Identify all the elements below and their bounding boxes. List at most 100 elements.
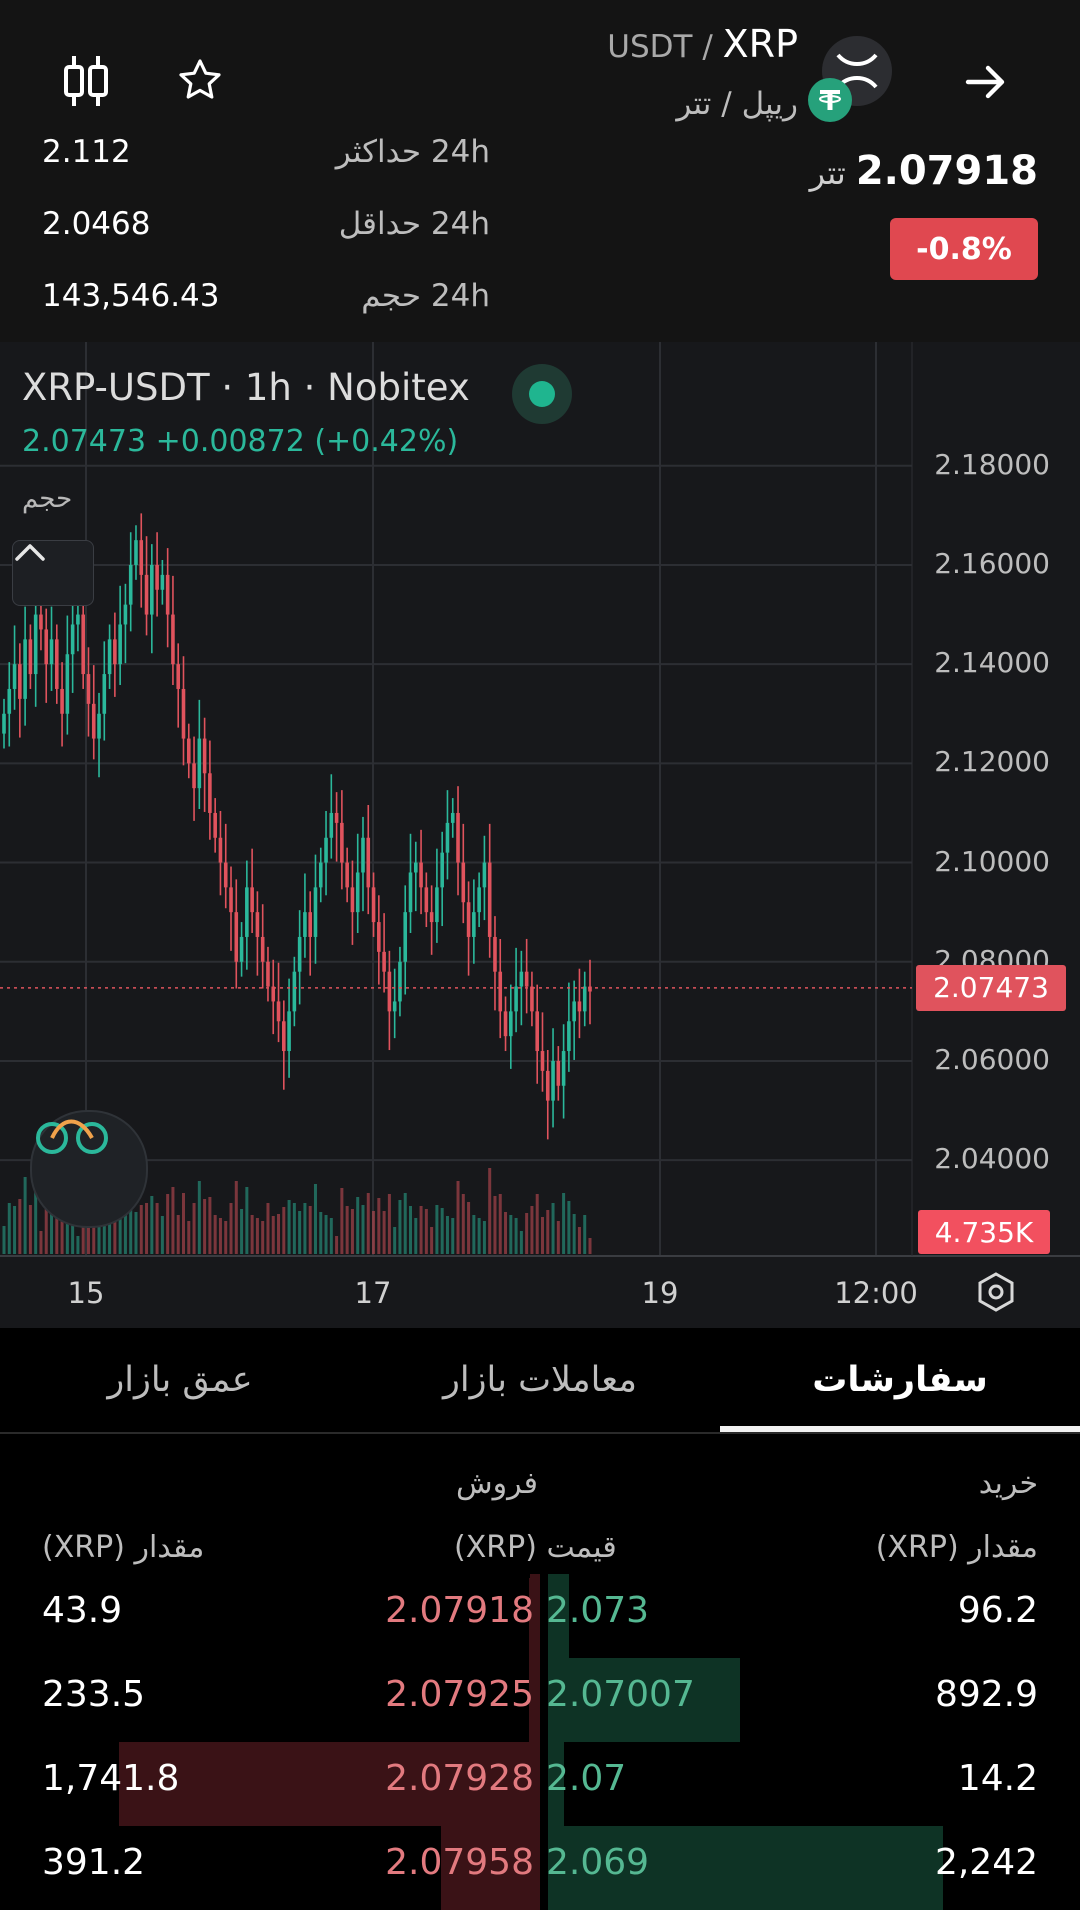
candle-body	[498, 971, 503, 1012]
candle-body	[477, 887, 481, 913]
volume-bar	[7, 1203, 11, 1254]
candle-body	[429, 912, 434, 923]
sell-price[interactable]: 2.07918	[385, 1590, 534, 1631]
chart-canvas[interactable]	[0, 342, 1080, 1328]
volume-bar	[134, 1212, 138, 1254]
candle-body	[572, 1001, 576, 1022]
volume-bar	[155, 1203, 159, 1254]
tab-orders[interactable]: سفارشات	[812, 1360, 988, 1400]
candle-body	[313, 887, 318, 937]
candle-body	[165, 574, 170, 615]
candle-body	[81, 614, 85, 675]
volume-bar	[250, 1215, 254, 1254]
candle-body	[12, 664, 17, 689]
candle-body	[371, 887, 376, 923]
volume-bar	[298, 1211, 302, 1254]
volume-bar	[498, 1194, 502, 1254]
candle-body	[97, 713, 101, 739]
orderbook-row[interactable]: 43.9 2.07918 2.073 96.2	[0, 1574, 1080, 1658]
candle-body	[76, 614, 80, 625]
volume-bar	[577, 1227, 581, 1254]
tab-bar: سفارشات معاملات بازار عمق بازار	[0, 1328, 1080, 1434]
candle-body	[524, 971, 529, 987]
candle-body	[308, 912, 312, 937]
sell-amount: 391.2	[42, 1842, 146, 1883]
buy-price[interactable]: 2.07007	[546, 1674, 695, 1715]
tab-market-depth[interactable]: عمق بازار	[107, 1360, 253, 1400]
chart-settings-hexagon-icon[interactable]	[974, 1270, 1018, 1314]
candle-body	[223, 862, 228, 888]
buy-price[interactable]: 2.073	[546, 1590, 650, 1631]
volume-bar	[266, 1203, 270, 1254]
candle-body	[340, 822, 344, 863]
tradingview-logo-icon[interactable]	[30, 1110, 148, 1228]
candle-body	[350, 887, 355, 913]
sell-price[interactable]: 2.07925	[385, 1674, 534, 1715]
volume-bar	[377, 1198, 381, 1254]
candle-body	[150, 564, 154, 615]
candle-body	[107, 639, 112, 675]
volume-bar	[102, 1200, 106, 1254]
sell-header: فروش	[456, 1466, 539, 1501]
candle-body	[366, 837, 371, 888]
buy-depth-bar	[548, 1658, 740, 1742]
candlestick-icon[interactable]	[56, 48, 116, 114]
volume-bar	[197, 1181, 201, 1254]
orderbook-row[interactable]: 1,741.8 2.07928 2.07 14.2	[0, 1742, 1080, 1826]
stat-low-value: 2.0468	[42, 206, 151, 242]
volume-bar	[350, 1209, 354, 1254]
volume-bar	[329, 1218, 333, 1254]
candle-body	[582, 986, 587, 1012]
candle-body	[450, 812, 455, 823]
pair-subtitle: ریپل / تتر	[676, 86, 798, 122]
volume-bar	[203, 1199, 207, 1254]
candle-body	[91, 703, 96, 739]
candle-body	[361, 837, 365, 873]
candle-body	[567, 1021, 571, 1052]
sell-price[interactable]: 2.07958	[385, 1842, 534, 1883]
candle-body	[181, 688, 186, 739]
volume-bar	[118, 1188, 122, 1254]
orderbook-row[interactable]: 233.5 2.07925 2.07007 892.9	[0, 1658, 1080, 1742]
volume-bar	[583, 1215, 587, 1254]
candle-body	[535, 1011, 540, 1052]
volume-bar	[287, 1200, 291, 1254]
buy-price[interactable]: 2.069	[546, 1842, 650, 1883]
tab-market-trades[interactable]: معاملات بازار	[443, 1360, 637, 1400]
candle-body	[202, 738, 207, 774]
candle-body	[292, 971, 297, 1012]
candle-body	[234, 912, 239, 962]
volume-bar	[482, 1221, 486, 1254]
volume-bar	[546, 1210, 550, 1254]
volume-bar	[145, 1203, 149, 1254]
candle-body	[186, 738, 191, 764]
back-arrow-icon[interactable]	[956, 52, 1016, 112]
collapse-legend-button[interactable]	[12, 540, 94, 606]
volume-bar	[424, 1209, 428, 1254]
buy-amount: 892.9	[934, 1674, 1038, 1715]
volume-bar	[467, 1202, 471, 1254]
candle-body	[271, 986, 276, 1002]
volume-bar	[477, 1218, 481, 1254]
volume-bar	[556, 1221, 560, 1254]
volume-bar	[76, 1236, 80, 1254]
orderbook-row[interactable]: 391.2 2.07958 2.069 2,242	[0, 1826, 1080, 1910]
favorite-star-icon[interactable]	[172, 52, 228, 108]
price-chart[interactable]: XRP-USDT · 1h · Nobitex 2.07473 +0.00872…	[0, 342, 1080, 1328]
volume-bar	[97, 1212, 101, 1254]
candle-body	[556, 1060, 561, 1086]
buy-price[interactable]: 2.07	[546, 1758, 627, 1799]
candle-body	[23, 639, 27, 699]
candle-body	[128, 564, 133, 605]
candle-body	[561, 1051, 566, 1086]
candle-body	[435, 887, 439, 923]
candle-body	[324, 837, 328, 863]
sell-price[interactable]: 2.07928	[385, 1758, 534, 1799]
volume-bar	[551, 1203, 555, 1254]
volume-bar	[255, 1218, 259, 1254]
volume-bar	[572, 1214, 576, 1254]
volume-label: حجم	[22, 484, 73, 514]
candle-body	[255, 912, 260, 937]
candle-body	[213, 812, 217, 838]
candle-body	[487, 862, 492, 937]
